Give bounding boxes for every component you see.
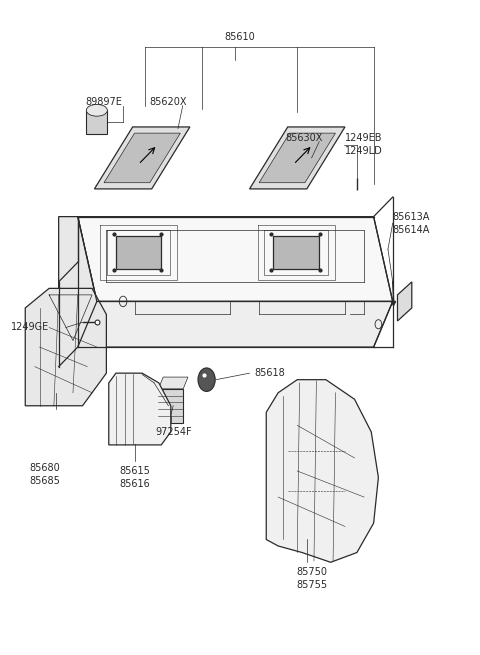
Text: 85680: 85680	[29, 462, 60, 473]
Text: 85610: 85610	[225, 32, 255, 43]
Text: 85620X: 85620X	[149, 98, 187, 107]
Polygon shape	[78, 301, 393, 347]
Text: 85750: 85750	[296, 567, 327, 577]
Polygon shape	[266, 380, 378, 562]
Text: 85613A: 85613A	[393, 212, 430, 221]
Polygon shape	[259, 133, 336, 183]
Text: 85618: 85618	[254, 368, 285, 378]
Polygon shape	[109, 373, 171, 445]
Text: 85755: 85755	[296, 580, 327, 590]
Polygon shape	[25, 288, 107, 405]
Polygon shape	[78, 217, 393, 301]
Text: 85685: 85685	[29, 476, 60, 486]
Polygon shape	[250, 127, 345, 189]
Text: 97254F: 97254F	[155, 427, 192, 437]
Text: 85616: 85616	[120, 479, 150, 489]
Polygon shape	[59, 217, 97, 347]
Text: 85614A: 85614A	[393, 225, 430, 234]
Polygon shape	[116, 236, 161, 269]
Ellipse shape	[86, 104, 108, 116]
Polygon shape	[104, 133, 180, 183]
Text: 1249GE: 1249GE	[11, 322, 49, 333]
Polygon shape	[397, 282, 412, 321]
Polygon shape	[274, 236, 319, 269]
Text: 89897E: 89897E	[85, 98, 122, 107]
Polygon shape	[158, 377, 188, 389]
Bar	[158, 389, 183, 422]
Bar	[86, 110, 108, 134]
Circle shape	[198, 368, 215, 392]
Text: 1249EB: 1249EB	[345, 134, 383, 143]
Text: 1249LD: 1249LD	[345, 147, 383, 157]
Text: 85615: 85615	[120, 466, 150, 476]
Text: 85630X: 85630X	[285, 134, 323, 143]
Polygon shape	[95, 127, 190, 189]
